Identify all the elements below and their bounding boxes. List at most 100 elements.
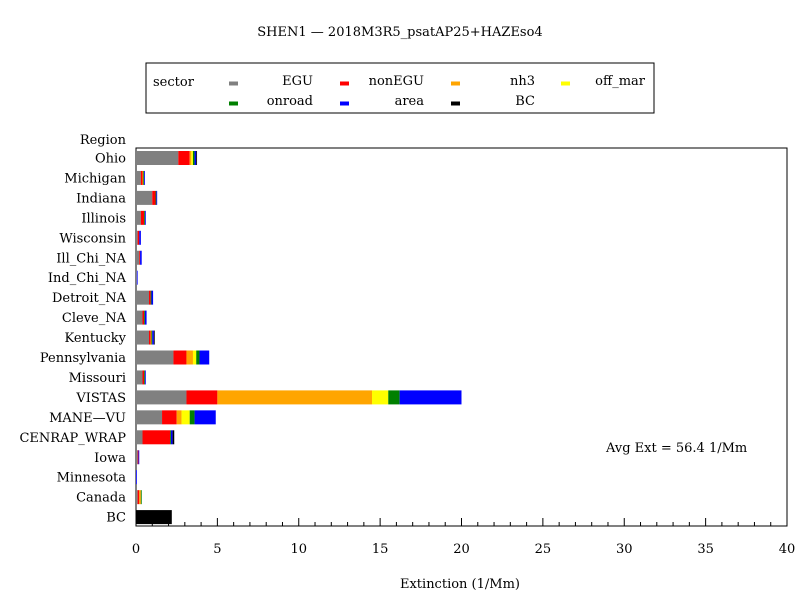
legend-marker-nh3 [451, 81, 460, 86]
bar-kentucky-nh3 [150, 330, 152, 345]
chart-title: SHEN1 — 2018M3R5_psatAP25+HAZEso4 [257, 25, 542, 40]
bar-michigan-area [144, 170, 145, 185]
legend-label-onroad: onroad [267, 94, 313, 109]
legend-marker-onroad [229, 101, 238, 106]
bar-illinois-nonegu [140, 210, 145, 225]
bar-pennsylvania-nonegu [173, 350, 187, 365]
x-tick-label-20: 20 [453, 542, 470, 557]
bar-canada-nh3 [139, 490, 141, 505]
bar-iowa-nonegu [137, 450, 139, 465]
bar-cleve-na-egu [136, 310, 143, 325]
bar-mane-vu-onroad [189, 410, 195, 425]
y-tick-label-ill-chi-na: Ill_Chi_NA [56, 251, 126, 266]
y-tick-label-ind-chi-na: Ind_Chi_NA [48, 271, 127, 286]
plot-area [135, 147, 788, 527]
legend-box [145, 62, 655, 114]
bar-indiana-egu [136, 190, 153, 205]
bar-pennsylvania-off-mar [192, 350, 197, 365]
bar-illinois-egu [136, 210, 141, 225]
bar-iowa-area [138, 450, 140, 465]
legend-marker-nonegu [340, 81, 349, 86]
bar-pennsylvania-nh3 [186, 350, 193, 365]
bar-vistas-egu [136, 390, 187, 405]
bar-cleve-na-onroad [144, 310, 145, 325]
bar-ohio-nonegu [178, 151, 190, 165]
bar-illinois-area [144, 210, 146, 225]
legend-label-nh3: nh3 [510, 74, 535, 89]
bar-ohio-off-mar [191, 151, 193, 165]
y-tick-label-detroit-na: Detroit_NA [52, 291, 127, 306]
y-axis-label: Region [80, 133, 127, 148]
y-tick-label-illinois: Illinois [81, 211, 126, 226]
x-tick-label-30: 30 [616, 542, 633, 557]
bar-detroit-na-area [151, 290, 154, 305]
x-tick-label-35: 35 [697, 542, 714, 557]
bar-cenrap-wrap-onroad [170, 430, 171, 445]
legend-label-off-mar: off_mar [595, 74, 646, 89]
bar-minnesota-area [136, 470, 137, 485]
bar-indiana-onroad [155, 190, 157, 205]
y-tick-label-kentucky: Kentucky [64, 331, 126, 346]
y-tick-label-canada: Canada [76, 491, 126, 506]
bar-ohio-egu [136, 151, 179, 165]
bar-vistas-onroad [388, 390, 400, 405]
bar-bc-bc [136, 510, 172, 525]
legend-label-egu: EGU [282, 74, 313, 89]
y-tick-label-vistas: VISTAS [75, 391, 126, 406]
bar-wisconsin-egu [136, 230, 138, 245]
y-axis-ticks: Ohio Michigan Indiana Illinois Wisconsin Ill_… [19, 152, 126, 526]
bar-vistas-area [399, 390, 462, 405]
bar-ind-chi-na-egu [136, 270, 137, 285]
x-tick-label-0: 0 [132, 542, 140, 557]
legend-label-area: area [395, 94, 425, 109]
legend-label-nonegu: nonEGU [369, 74, 424, 89]
bar-michigan-nh3 [142, 170, 144, 185]
x-tick-label-5: 5 [213, 542, 221, 557]
bar-detroit-na-onroad [150, 290, 152, 305]
bar-kentucky-area [152, 330, 154, 345]
bar-cleve-na-nonegu [142, 310, 145, 325]
x-tick-label-25: 25 [535, 542, 552, 557]
bar-ohio-bc [196, 151, 198, 165]
bar-michigan-nonegu [140, 170, 143, 185]
bar-michigan-onroad [143, 170, 145, 185]
x-axis-label: Extinction (1/Mm) [400, 577, 520, 592]
bar-missouri-onroad [144, 370, 145, 385]
y-tick-label-minnesota: Minnesota [57, 471, 127, 486]
bar-ill-chi-na-nonegu [139, 250, 141, 265]
bar-detroit-na-egu [136, 290, 150, 305]
avg-ext-annotation: Avg Ext = 56.4 1/Mm [605, 441, 747, 456]
bar-pennsylvania-egu [136, 350, 174, 365]
legend-marker-off-mar [561, 81, 570, 86]
y-tick-label-ohio: Ohio [95, 152, 126, 167]
bar-indiana-area [156, 190, 158, 205]
x-tick-label-10: 10 [290, 542, 307, 557]
bar-missouri-area [144, 370, 146, 385]
bar-kentucky-nonegu [149, 330, 151, 345]
legend-marker-bc [451, 101, 460, 106]
bar-missouri-egu [136, 370, 143, 385]
legend-title: sector [153, 75, 195, 90]
bar-missouri-nonegu [142, 370, 145, 385]
bars [136, 151, 462, 525]
y-tick-label-missouri: Missouri [69, 371, 126, 386]
bar-vistas-off-mar [371, 390, 389, 405]
y-tick-label-michigan: Michigan [64, 171, 126, 186]
legend-marker-area [340, 101, 349, 106]
bar-canada-egu [136, 490, 138, 505]
bar-illinois-onroad [144, 210, 145, 225]
bar-canada-nonegu [137, 490, 140, 505]
bar-cenrap-wrap-egu [136, 430, 143, 445]
bar-ohio-area [194, 151, 197, 165]
bar-vistas-nh3 [217, 390, 372, 405]
bar-wisconsin-area [139, 230, 141, 245]
bar-mane-vu-nonegu [162, 410, 177, 425]
bar-cenrap-wrap-bc [172, 430, 175, 445]
bar-kentucky-bc [153, 330, 155, 345]
bar-cleve-na-area [144, 310, 147, 325]
bar-vistas-nonegu [186, 390, 218, 405]
legend-label-bc: BC [515, 94, 535, 109]
bar-ill-chi-na-area [140, 250, 142, 265]
